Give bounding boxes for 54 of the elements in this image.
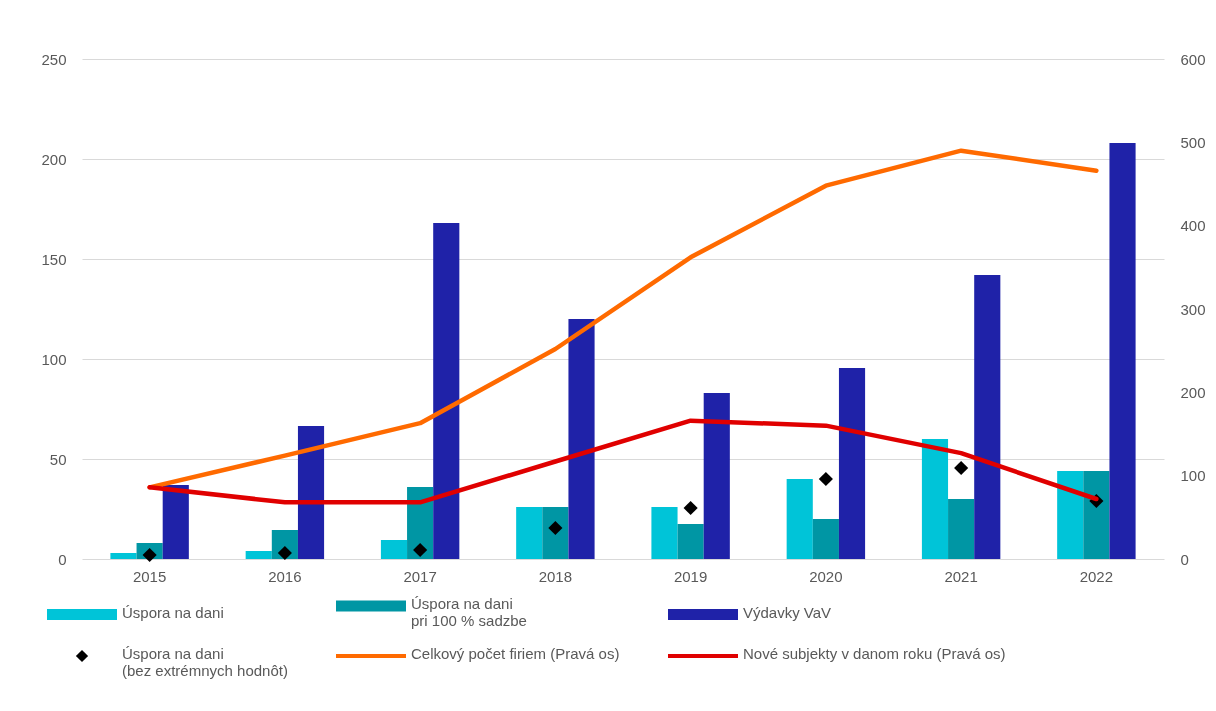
bar — [812, 519, 839, 559]
legend-label: Celkový počet firiem (Pravá os) — [411, 645, 620, 662]
point — [818, 471, 833, 487]
bar — [948, 499, 975, 559]
legend-label: Výdavky VaV — [743, 603, 832, 621]
point — [413, 542, 428, 558]
point — [954, 460, 969, 476]
bar — [110, 553, 137, 559]
bar — [245, 551, 272, 559]
legend-label: Úspora na dani (bez extrémnych hodnôt) — [122, 645, 288, 679]
y-tick-label: 100 — [41, 350, 67, 368]
bar — [516, 507, 543, 559]
bar — [433, 223, 460, 559]
bar — [568, 319, 595, 559]
point — [683, 500, 698, 516]
y2-tick-label: 600 — [1180, 50, 1206, 68]
x-tick-label: 2020 — [809, 567, 843, 585]
legend-label: Úspora na dani — [122, 603, 224, 621]
x-tick-label: 2016 — [268, 567, 302, 585]
point — [142, 547, 157, 563]
bar — [921, 439, 949, 559]
bar — [542, 507, 569, 559]
bar — [297, 426, 325, 559]
x-tick-label: 2021 — [944, 567, 978, 585]
bar — [677, 524, 704, 559]
bar — [651, 507, 678, 559]
bar — [380, 540, 408, 559]
x-tick-label: 2015 — [132, 567, 167, 585]
y-tick-label: 200 — [41, 150, 67, 168]
y-tick-label: 50 — [49, 450, 67, 468]
legend-label: Nové subjekty v danom roku (Pravá os) — [743, 645, 1006, 662]
bar — [1083, 471, 1110, 559]
x-tick-label: 2022 — [1079, 567, 1114, 585]
y2-tick-label: 0 — [1180, 550, 1189, 568]
y2-tick-label: 200 — [1180, 383, 1206, 401]
x-tick-label: 2018 — [538, 567, 573, 585]
bar — [1057, 471, 1084, 559]
bar — [974, 275, 1001, 559]
x-tick-label: 2019 — [673, 567, 708, 585]
bar — [786, 479, 813, 559]
point — [277, 545, 292, 561]
y2-tick-label: 400 — [1180, 217, 1206, 235]
y-tick-label: 250 — [41, 50, 67, 68]
y2-tick-label: 500 — [1180, 133, 1206, 151]
bar — [1109, 143, 1136, 559]
y2-tick-label: 100 — [1180, 467, 1206, 485]
bar — [162, 485, 189, 559]
y-tick-label: 150 — [41, 250, 67, 268]
y-tick-label: 0 — [58, 550, 67, 568]
bar — [838, 368, 866, 559]
legend-label: Úspora na dani pri 100 % sadzbe — [411, 595, 527, 629]
x-tick-label: 2017 — [403, 567, 437, 585]
y2-tick-label: 300 — [1180, 300, 1206, 318]
bar — [703, 393, 730, 559]
